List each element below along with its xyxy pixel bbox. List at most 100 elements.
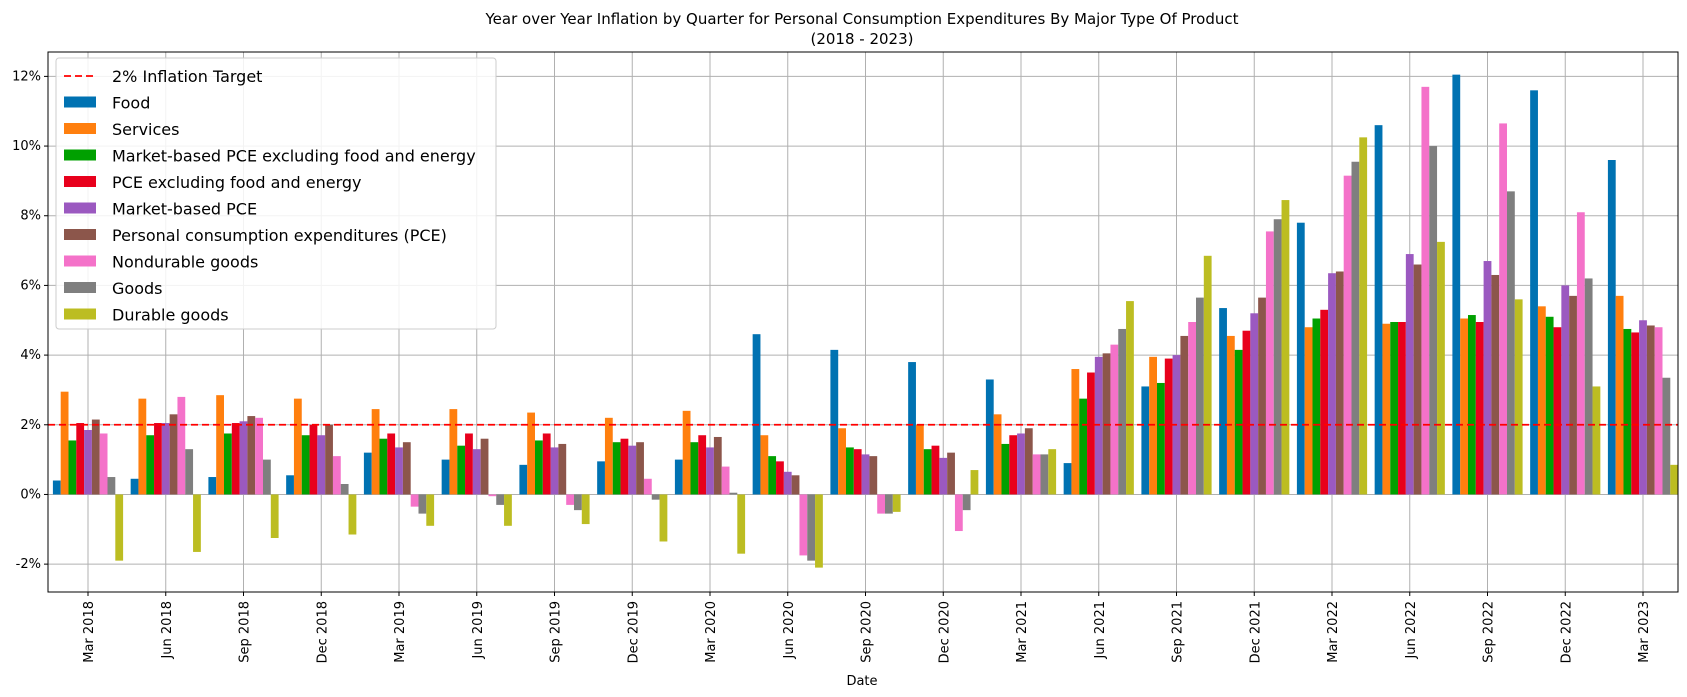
y-axis-ticks: -2% 0% 2% 4% 6% 8% 10% 12% bbox=[12, 69, 48, 572]
x-axis-ticks: Mar 2018 Jun 2018 Sep 2018 Dec 2018 Mar 2019… bbox=[82, 592, 1652, 663]
x-tick-label: Jun 2021 bbox=[1093, 601, 1108, 660]
x-tick-label: Sep 2020 bbox=[860, 601, 875, 663]
bar bbox=[115, 494, 124, 561]
bar bbox=[496, 494, 505, 505]
bar bbox=[1631, 332, 1640, 495]
x-axis-label: Date bbox=[846, 674, 877, 689]
bar bbox=[1670, 464, 1679, 495]
bar bbox=[231, 423, 240, 495]
legend-label: Market-based PCE bbox=[112, 200, 257, 219]
bar bbox=[1483, 261, 1492, 495]
bar bbox=[807, 494, 816, 561]
plot-frame bbox=[47, 51, 1679, 593]
x-tick-label: Jun 2020 bbox=[782, 601, 797, 660]
bar bbox=[721, 466, 730, 495]
bar bbox=[558, 443, 567, 495]
bar bbox=[130, 478, 139, 495]
bar bbox=[1141, 386, 1150, 495]
bar bbox=[993, 414, 1002, 495]
legend-label: Food bbox=[112, 94, 150, 113]
bar bbox=[107, 477, 116, 495]
legend-swatch bbox=[64, 123, 96, 134]
bar bbox=[1110, 344, 1119, 495]
legend-swatch bbox=[64, 149, 96, 161]
bar bbox=[597, 461, 605, 495]
bar bbox=[1265, 231, 1274, 495]
bar bbox=[1296, 222, 1305, 495]
bar bbox=[628, 445, 637, 495]
bar bbox=[1001, 443, 1010, 495]
bar bbox=[970, 470, 979, 495]
bar bbox=[830, 349, 839, 495]
bar bbox=[760, 435, 769, 495]
bar bbox=[1398, 322, 1406, 495]
bar bbox=[1530, 90, 1538, 495]
bar bbox=[1351, 161, 1360, 495]
bar bbox=[962, 494, 971, 511]
legend-label: Goods bbox=[112, 279, 162, 298]
bar bbox=[1507, 191, 1515, 495]
bar bbox=[674, 459, 683, 495]
bar bbox=[519, 464, 528, 495]
bar bbox=[1662, 377, 1671, 495]
bar bbox=[363, 452, 372, 495]
legend-swatch bbox=[64, 202, 96, 214]
bar bbox=[1196, 297, 1204, 495]
bar bbox=[985, 379, 994, 495]
bar bbox=[908, 362, 916, 495]
bar bbox=[1499, 123, 1507, 495]
bar bbox=[1561, 285, 1570, 495]
bar bbox=[1475, 322, 1484, 495]
bar bbox=[1071, 369, 1080, 495]
bar bbox=[441, 459, 450, 495]
bar bbox=[68, 440, 77, 495]
bar bbox=[185, 449, 194, 495]
bar bbox=[737, 494, 746, 554]
bar bbox=[1157, 382, 1165, 495]
bar bbox=[410, 494, 419, 507]
bar bbox=[239, 421, 248, 495]
bar bbox=[620, 438, 629, 495]
bar bbox=[1164, 358, 1173, 495]
bar bbox=[939, 457, 948, 495]
bar bbox=[690, 442, 699, 495]
bar bbox=[332, 456, 341, 495]
bar bbox=[1258, 297, 1266, 495]
x-tick-label: Sep 2022 bbox=[1482, 601, 1497, 663]
x-tick-label: Dec 2022 bbox=[1559, 601, 1574, 663]
bar bbox=[698, 435, 707, 495]
bar bbox=[1359, 137, 1368, 495]
bar bbox=[791, 475, 800, 495]
bar bbox=[612, 442, 621, 495]
bar bbox=[581, 494, 590, 525]
bar bbox=[1009, 435, 1018, 495]
bar bbox=[402, 442, 411, 495]
bar bbox=[1219, 308, 1227, 495]
bar bbox=[659, 494, 668, 542]
x-tick-label: Mar 2019 bbox=[393, 601, 408, 663]
bar bbox=[877, 494, 885, 514]
y-tick-label: -2% bbox=[16, 557, 41, 572]
bar bbox=[1281, 200, 1290, 495]
legend-label: Durable goods bbox=[112, 306, 229, 325]
bar bbox=[1234, 349, 1243, 495]
bar bbox=[1273, 219, 1282, 495]
bar bbox=[457, 445, 466, 495]
chart-title: Year over Year Inflation by Quarter for … bbox=[485, 10, 1239, 28]
bar bbox=[504, 494, 512, 526]
legend-label: 2% Inflation Target bbox=[112, 67, 262, 86]
bar bbox=[449, 409, 458, 495]
chart-subtitle: (2018 - 2023) bbox=[810, 30, 913, 48]
bar bbox=[371, 409, 380, 495]
bar bbox=[1320, 309, 1329, 495]
bar bbox=[1328, 273, 1336, 495]
bar bbox=[542, 433, 551, 495]
bar bbox=[776, 461, 784, 495]
bar bbox=[317, 435, 326, 495]
bar bbox=[1405, 254, 1414, 495]
x-tick-label: Mar 2018 bbox=[82, 601, 97, 663]
y-tick-label: 12% bbox=[12, 69, 41, 84]
bar bbox=[348, 494, 357, 535]
bar bbox=[309, 424, 318, 495]
